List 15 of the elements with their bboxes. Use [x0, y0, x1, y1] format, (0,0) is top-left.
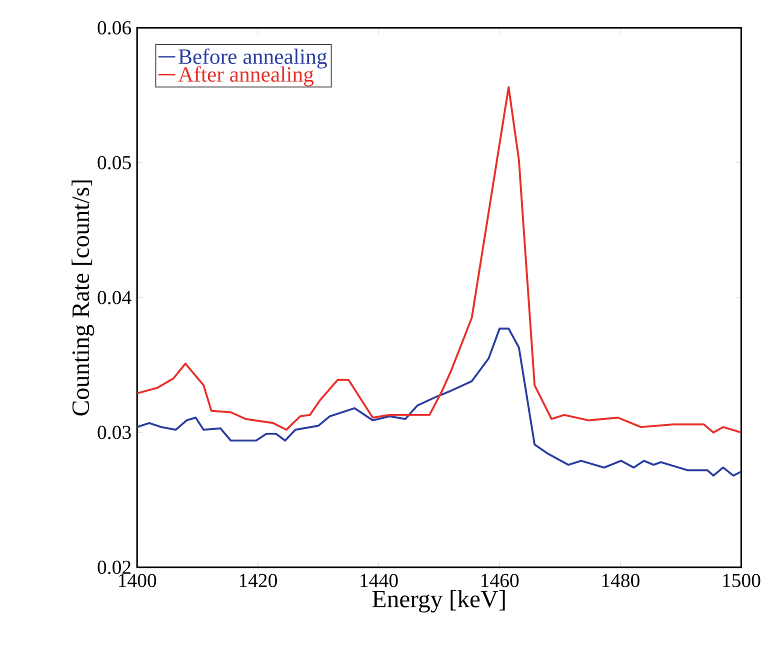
x-tick-label: 1400 — [119, 574, 156, 588]
x-tick-label: 1480 — [602, 574, 640, 588]
y-axis-title: Counting Rate [count/s] — [72, 180, 94, 416]
x-tick-label: 1460 — [482, 574, 519, 588]
y-tick-label: 0.05 — [98, 156, 131, 170]
x-tick-label: 1420 — [240, 574, 277, 588]
y-tick-label: 0.02 — [98, 560, 131, 574]
legend-label: After annealing — [178, 66, 314, 86]
y-tick-label: 0.06 — [98, 21, 132, 35]
x-tick-label: 1500 — [723, 574, 760, 588]
y-tick-label: 0.03 — [98, 426, 131, 440]
line-series — [137, 328, 742, 477]
x-tick-label: 1440 — [360, 574, 398, 588]
x-axis-title: Energy [keV] — [372, 590, 505, 613]
y-tick-label: 0.04 — [98, 290, 132, 304]
